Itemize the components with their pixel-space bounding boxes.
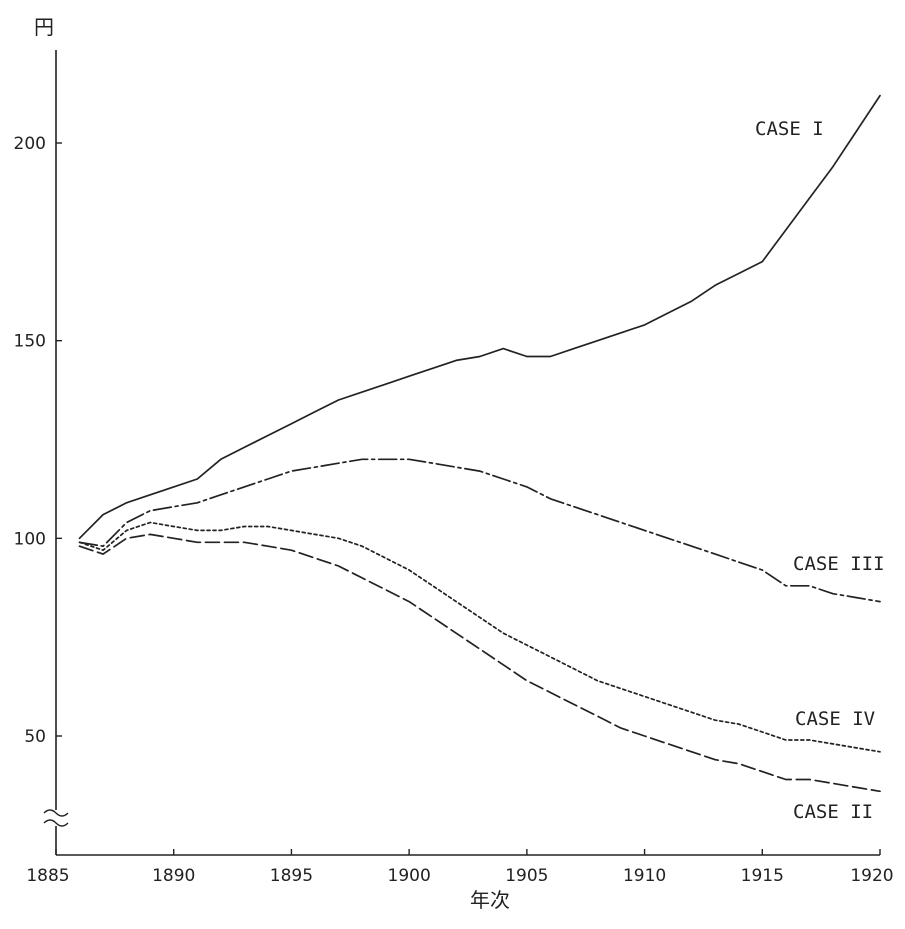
x-tick-label: 1915 bbox=[741, 866, 784, 886]
x-tick-label: 1905 bbox=[505, 866, 548, 886]
series-line-case-ii bbox=[78, 533, 881, 793]
y-axis-break-mark-top bbox=[43, 809, 69, 817]
series-layer bbox=[78, 94, 881, 793]
series-line-case-iii bbox=[78, 458, 881, 603]
x-tick-label: 1890 bbox=[152, 866, 195, 886]
x-tick-label: 1920 bbox=[850, 866, 893, 886]
series-labels-layer: CASE I CASE III CASE IV CASE II bbox=[755, 118, 885, 823]
x-tick-label: 1910 bbox=[623, 866, 666, 886]
series-label-case-i: CASE I bbox=[755, 118, 824, 140]
series-label-case-ii: CASE II bbox=[793, 801, 873, 823]
y-tick-label: 100 bbox=[14, 529, 46, 549]
series-label-case-iv: CASE IV bbox=[795, 708, 875, 730]
y-axis-unit-label: 円 bbox=[34, 15, 54, 39]
y-tick-label: 150 bbox=[14, 332, 46, 352]
series-label-case-iii: CASE III bbox=[793, 553, 885, 575]
y-tick-label: 200 bbox=[14, 134, 46, 154]
series-line-case-i bbox=[78, 94, 881, 540]
chart-axes: 50 100 150 200 1885 1890 1895 1900 1905 1910 1915 1… bbox=[14, 50, 894, 886]
x-tick-label: 1900 bbox=[388, 866, 431, 886]
y-tick-label: 50 bbox=[24, 727, 46, 747]
series-line-case-iv bbox=[78, 521, 881, 753]
x-tick-label: 1885 bbox=[26, 866, 69, 886]
x-tick-label: 1895 bbox=[270, 866, 313, 886]
x-axis-title: 年次 bbox=[470, 888, 510, 912]
y-axis-break-mark-bottom bbox=[43, 819, 69, 827]
